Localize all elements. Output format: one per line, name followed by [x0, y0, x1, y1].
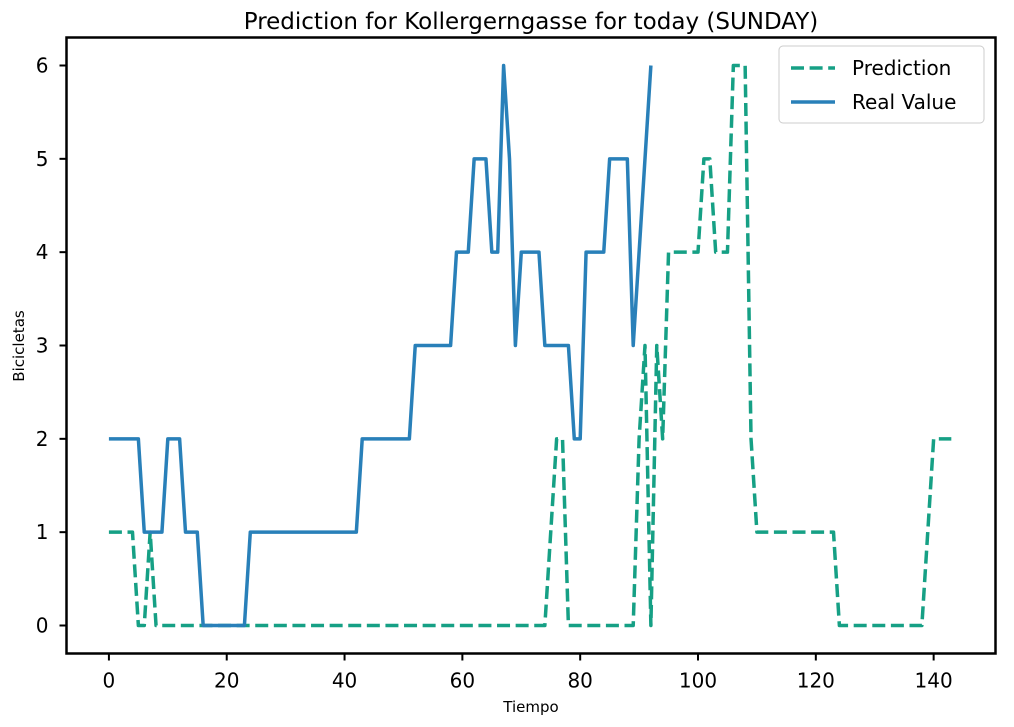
y-tick-label: 0	[36, 614, 49, 638]
series-line-real-value	[108, 63, 653, 628]
x-tick-label: 20	[214, 669, 239, 693]
y-axis-label: Bicicletas	[10, 310, 28, 382]
x-tick-label: 40	[332, 669, 357, 693]
y-axis-ticks: 0 1 2 3 4 5 6	[36, 54, 67, 638]
x-tick-label: 60	[450, 669, 475, 693]
plot-area-frame	[65, 36, 997, 655]
y-tick-label: 2	[36, 427, 49, 451]
x-tick-label: 100	[679, 669, 717, 693]
series-line-prediction	[108, 63, 952, 628]
y-tick-label: 1	[36, 520, 49, 544]
legend: Prediction Real Value	[778, 45, 985, 124]
x-tick-label: 0	[103, 669, 116, 693]
legend-label-real-value: Real Value	[852, 90, 956, 114]
y-tick-label: 5	[36, 147, 49, 171]
chart-title: Prediction for Kollergerngasse for today…	[244, 9, 819, 35]
legend-label-prediction: Prediction	[852, 56, 951, 80]
x-tick-label: 140	[915, 669, 953, 693]
y-tick-label: 6	[36, 54, 49, 78]
x-tick-label: 80	[567, 669, 592, 693]
y-tick-label: 3	[36, 334, 49, 358]
series-layer	[108, 63, 952, 628]
x-axis-label: Tiempo	[502, 698, 558, 716]
x-axis-ticks: 0 20 40 60 80 100 120 140	[103, 653, 953, 693]
y-tick-label: 4	[36, 240, 49, 264]
x-tick-label: 120	[797, 669, 835, 693]
